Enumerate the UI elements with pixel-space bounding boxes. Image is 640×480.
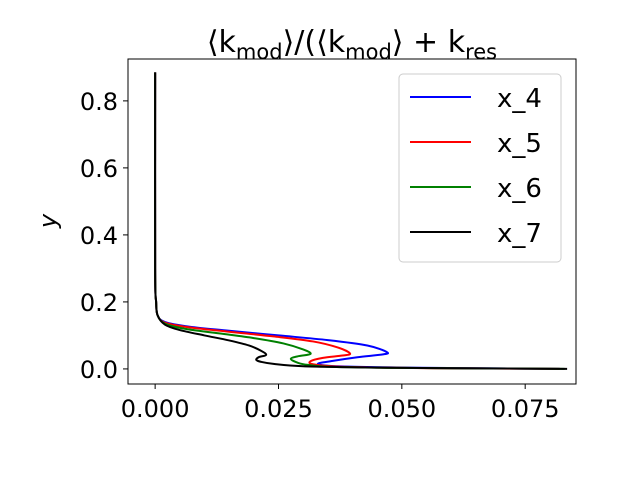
y-axis: 0.0 0.2 0.4 0.6 0.8 [80, 88, 128, 384]
title-part-3: ⟩ + k [392, 25, 466, 60]
x-tick-label: 0.075 [491, 395, 560, 423]
y-tick-label: 0.2 [80, 289, 118, 317]
title-sub-3: res [465, 40, 497, 64]
legend-label-x_7: x_7 [497, 219, 542, 249]
x-tick-label: 0.025 [244, 395, 313, 423]
plot-frame [127, 58, 577, 385]
y-tick-label: 0.0 [80, 356, 118, 384]
x-tick-label: 0.000 [121, 395, 190, 423]
chart-title: ⟨kmod⟩/(⟨kmod⟩ + kres [207, 25, 497, 64]
x-tick-label: 0.050 [367, 395, 436, 423]
title-part-2: ⟩/(⟨k [283, 25, 346, 60]
y-tick-label: 0.6 [80, 155, 118, 183]
legend-label-x_4: x_4 [497, 84, 542, 114]
title-part-1: ⟨k [207, 25, 237, 60]
legend-label-x_6: x_6 [497, 174, 542, 204]
y-tick-label: 0.4 [80, 222, 118, 250]
legend-box [398, 73, 562, 263]
y-tick-label: 0.8 [80, 88, 118, 116]
title-sub-1: mod [236, 40, 283, 64]
x-axis: 0.000 0.025 0.050 0.075 [121, 384, 560, 423]
y-axis-label: y [34, 213, 62, 229]
legend: x_4 x_5 x_6 x_7 [398, 73, 562, 263]
series-line-x_7 [154, 72, 568, 370]
legend-label-x_5: x_5 [497, 129, 542, 159]
chart-title-text: ⟨kmod⟩/(⟨kmod⟩ + kres [207, 25, 497, 64]
plot-lines [154, 72, 568, 370]
title-sub-2: mod [345, 40, 392, 64]
